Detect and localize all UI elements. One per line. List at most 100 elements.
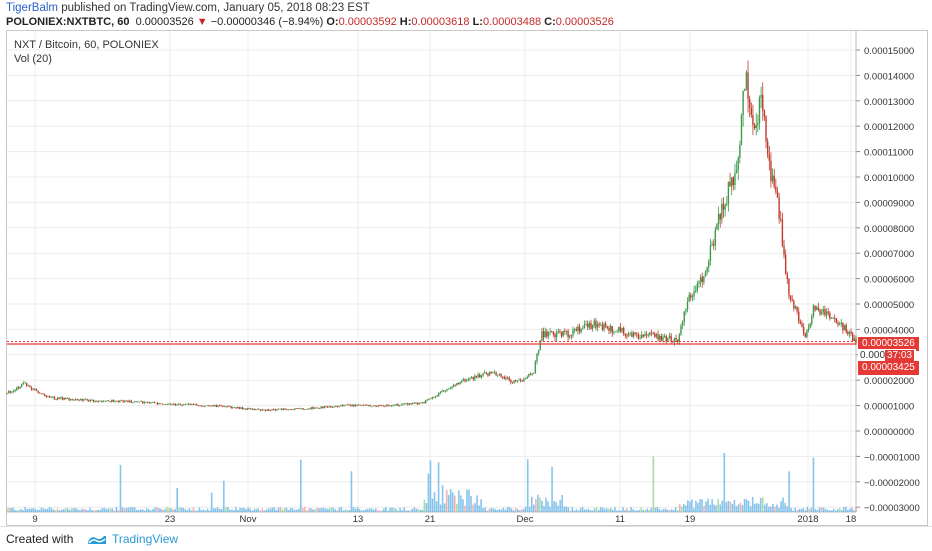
- candle-body: [272, 409, 275, 410]
- volume-bar: [636, 510, 638, 512]
- volume-bar: [409, 510, 412, 512]
- candle-body: [233, 407, 236, 408]
- volume-bar: [770, 506, 772, 512]
- volume-bar: [245, 509, 247, 512]
- candle-body: [290, 409, 293, 411]
- volume-bar: [745, 499, 748, 512]
- candle-body: [807, 327, 810, 330]
- candle-body: [21, 384, 23, 387]
- price-tick-label: 0.00008000: [864, 224, 914, 235]
- candle-body: [241, 407, 244, 410]
- volume-bar: [468, 489, 470, 512]
- candle-body: [596, 323, 599, 328]
- volume-bar: [451, 492, 454, 512]
- candle-body: [27, 385, 29, 387]
- candle-body: [793, 300, 795, 309]
- volume-bar: [210, 492, 213, 512]
- candle-body: [151, 402, 154, 403]
- candle-body: [657, 334, 659, 340]
- time-tick-label: 23: [165, 514, 176, 525]
- time-tick-label: 21: [425, 514, 436, 525]
- candle-body: [146, 402, 149, 403]
- volume-bar: [73, 508, 75, 512]
- volume-bar: [638, 510, 640, 512]
- volume-bar: [403, 507, 405, 512]
- candle-body: [19, 386, 21, 389]
- tradingview-brand[interactable]: TradingView: [86, 530, 178, 548]
- candle-body: [446, 388, 448, 391]
- candle-body: [616, 330, 618, 332]
- volume-bar: [413, 507, 416, 512]
- candle-body: [775, 186, 777, 192]
- volume-bar: [397, 510, 399, 512]
- candle-body: [551, 330, 553, 332]
- volume-bar: [356, 507, 359, 512]
- candle-body: [722, 203, 725, 210]
- volume-bar: [794, 507, 797, 512]
- candle-body: [608, 327, 610, 331]
- candle-body: [277, 408, 280, 410]
- candle-body: [675, 337, 677, 340]
- price-tick-label: 0.00006000: [864, 275, 914, 286]
- candle-body: [251, 408, 254, 410]
- volume-bar: [117, 510, 120, 512]
- candle-body: [57, 397, 59, 400]
- volume-bar: [632, 509, 634, 512]
- candle-body: [748, 98, 751, 108]
- candle-body: [693, 291, 695, 297]
- time-tick-label: 18: [846, 514, 857, 525]
- volume-bar: [470, 496, 472, 512]
- candle-body: [127, 400, 129, 403]
- candle-body: [53, 396, 56, 399]
- volume-bar: [603, 508, 606, 512]
- chart-pane[interactable]: [6, 30, 928, 526]
- candle-body: [259, 409, 262, 411]
- volume-bar: [370, 508, 373, 512]
- volume-bar: [583, 509, 586, 512]
- price-tick-label: −0.00001000: [864, 452, 920, 463]
- candle-body: [60, 397, 62, 399]
- volume-bar: [255, 508, 258, 512]
- volume-bar: [537, 494, 539, 512]
- publish-info: TigerBalm published on TradingView.com, …: [6, 2, 370, 14]
- candle-body: [420, 402, 422, 404]
- candle-body: [96, 401, 98, 402]
- volume-bar: [678, 503, 681, 512]
- candle-body: [456, 383, 458, 386]
- volume-bar: [845, 506, 847, 512]
- candle-body: [300, 408, 303, 409]
- candle-body: [29, 385, 31, 388]
- volume-bar: [16, 510, 18, 512]
- candle-body: [55, 398, 57, 400]
- volume-bar: [522, 509, 525, 512]
- candle-body: [411, 403, 414, 405]
- volume-bar: [269, 508, 272, 512]
- candle-body: [230, 406, 232, 409]
- candle-body: [681, 321, 684, 326]
- volume-bar: [664, 508, 667, 512]
- candle-body: [148, 402, 151, 404]
- volume-bar: [148, 509, 150, 512]
- candle-body: [699, 277, 702, 283]
- price-chart[interactable]: 0.00015000 0.00014000 0.00013000 0.00012000…: [0, 0, 932, 526]
- volume-bar: [439, 504, 442, 512]
- volume-bar: [699, 499, 701, 512]
- countdown-tag: 0.000 37:03: [858, 349, 917, 363]
- candle-body: [688, 294, 690, 302]
- candle-body: [482, 373, 484, 376]
- candle-body: [433, 397, 435, 398]
- candle-body: [572, 329, 574, 336]
- candle-body: [174, 403, 177, 406]
- candle-body: [480, 375, 483, 378]
- candle-body: [464, 379, 466, 381]
- candle-body: [438, 392, 440, 396]
- candle-body: [511, 382, 514, 384]
- volume-bar: [352, 507, 355, 512]
- volume-bar: [691, 499, 693, 512]
- volume-bar: [391, 507, 393, 512]
- volume-indicator-label[interactable]: Vol (20): [14, 53, 52, 65]
- author-link[interactable]: TigerBalm: [6, 2, 58, 14]
- volume-bar: [693, 508, 695, 512]
- volume-bar: [644, 510, 647, 512]
- candle-body: [835, 318, 838, 323]
